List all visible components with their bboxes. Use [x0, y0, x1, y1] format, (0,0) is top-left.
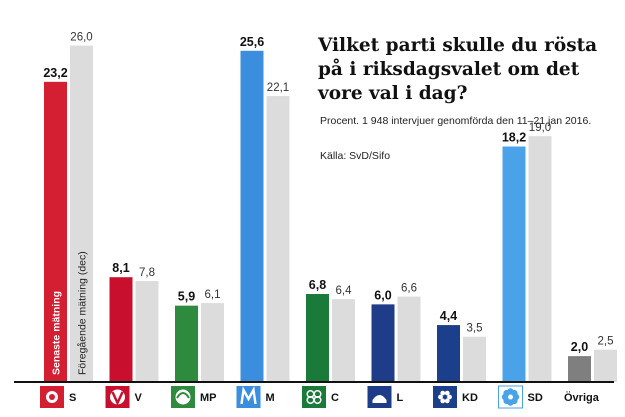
value-label-previous-c: 6,4 — [336, 285, 353, 297]
legend-current: Senaste mätning — [51, 291, 63, 375]
value-label-previous-kd: 3,5 — [467, 323, 483, 335]
value-label-current-övriga: 2,0 — [571, 340, 588, 354]
bar-current-s — [44, 81, 67, 382]
bar-previous-kd — [463, 336, 486, 382]
category-label-kd: KD — [462, 392, 478, 404]
c-clover-icon — [302, 386, 326, 408]
v-party-icon — [105, 386, 130, 408]
bar-current-c — [306, 294, 329, 382]
m-logo-icon — [236, 386, 261, 408]
s-rose-icon — [40, 386, 64, 408]
l-liberal-icon — [367, 386, 392, 408]
bar-current-sd — [502, 146, 526, 382]
value-label-previous-mp: 6,1 — [205, 289, 221, 301]
sd-anemone-icon — [498, 385, 523, 409]
value-label-current-m: 25,6 — [240, 35, 264, 49]
bar-previous-l — [397, 296, 421, 382]
bar-current-kd — [437, 325, 460, 382]
category-label-övriga: Övriga — [564, 391, 600, 404]
category-label-mp: MP — [200, 392, 217, 404]
value-label-current-kd: 4,4 — [440, 309, 457, 323]
value-label-current-v: 8,1 — [112, 261, 129, 275]
bar-previous-mp — [201, 303, 224, 382]
bar-current-v — [109, 277, 133, 382]
bar-previous-m — [266, 96, 290, 382]
bar-current-övriga — [568, 356, 591, 382]
category-label-v: V — [135, 392, 143, 404]
value-label-current-l: 6,0 — [374, 288, 391, 302]
chart-subtitle: Procent. 1 948 intervjuer genomförda den… — [320, 115, 592, 127]
chart-source: Källa: SvD/Sifo — [320, 150, 391, 162]
category-label-c: C — [331, 392, 339, 404]
category-label-m: M — [266, 392, 275, 404]
category-label-s: S — [69, 392, 76, 404]
value-label-previous-s: 26,0 — [70, 32, 92, 44]
value-label-previous-sd: 19,0 — [529, 122, 551, 134]
bar-previous-v — [135, 281, 159, 382]
value-label-current-s: 23,2 — [43, 66, 67, 80]
chart-title: Vilket parti skulle du rösta på i riksda… — [318, 35, 598, 104]
value-label-current-mp: 5,9 — [178, 290, 195, 304]
value-label-previous-l: 6,6 — [401, 283, 417, 295]
value-label-current-c: 6,8 — [309, 278, 326, 292]
bar-previous-övriga — [594, 349, 617, 382]
category-label-sd: SD — [528, 392, 543, 404]
mp-dandelion-icon — [171, 386, 195, 408]
value-label-previous-v: 7,8 — [139, 267, 155, 279]
value-label-previous-övriga: 2,5 — [598, 336, 614, 348]
value-label-current-sd: 18,2 — [502, 131, 526, 145]
bar-previous-sd — [528, 136, 552, 382]
bar-current-m — [240, 50, 264, 382]
legend-previous: Föregående mätning (dec) — [77, 251, 89, 375]
bar-previous-s — [70, 45, 93, 382]
bar-current-mp — [175, 305, 198, 382]
value-label-previous-m: 22,1 — [267, 82, 289, 94]
category-label-l: L — [397, 392, 404, 404]
bar-current-l — [371, 304, 395, 382]
bar-previous-c — [332, 299, 355, 382]
kd-flower-icon — [433, 386, 457, 408]
